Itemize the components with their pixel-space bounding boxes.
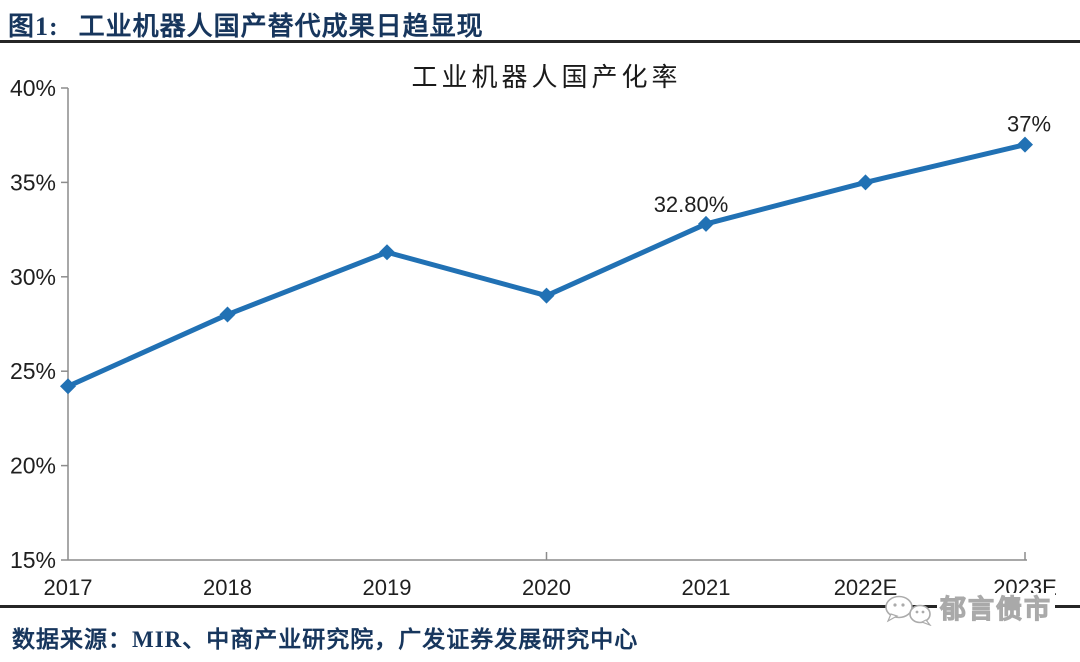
y-axis-tick-label: 30% — [10, 264, 56, 290]
y-axis-tick-label: 40% — [10, 75, 56, 101]
data-point-marker — [857, 174, 874, 191]
data-point-marker — [219, 306, 236, 323]
x-axis-tick-label: 2019 — [363, 575, 412, 600]
watermark-text: 郁言债市 — [937, 593, 1056, 627]
figure-header: 图1: 工业机器人国产替代成果日趋显现 — [8, 6, 1072, 43]
data-point-marker — [60, 378, 76, 395]
figure-title: 工业机器人国产替代成果日趋显现 — [78, 12, 484, 41]
data-point-marker — [538, 287, 555, 304]
data-point-marker — [379, 244, 395, 261]
y-axis-tick-label: 15% — [10, 547, 56, 573]
domestic-rate-line-chart: 40% 35% 30% 25% 20% 15%2017 2018 2019 2020 2021 20… — [10, 75, 1057, 600]
y-axis-tick-label: 25% — [10, 358, 56, 384]
wechat-bubbles-icon — [885, 595, 932, 626]
header-divider — [0, 40, 1080, 43]
y-axis-tick-label: 35% — [10, 169, 56, 195]
y-axis-tick-label: 20% — [10, 453, 56, 479]
trend-line — [66, 142, 1026, 389]
data-point-label: 32.80% — [654, 192, 729, 217]
watermark: 郁言债市 — [884, 591, 1056, 629]
data-point-label: 37% — [1007, 112, 1051, 137]
x-axis-tick-label: 2020 — [522, 575, 571, 600]
x-axis-tick-label: 2022E — [834, 575, 898, 600]
x-axis-tick-label: 2017 — [44, 575, 93, 600]
figure-label: 图1: — [8, 12, 59, 41]
x-axis-tick-label: 2018 — [203, 575, 252, 600]
data-point-marker — [698, 215, 714, 232]
data-source: 数据来源：MIR、中商产业研究院，广发证券发展研究中心 — [12, 627, 639, 652]
data-point-marker — [1017, 136, 1033, 153]
footer-divider — [0, 605, 1080, 608]
x-axis-tick-label: 2021 — [682, 575, 731, 600]
chart-title: 工业机器人国产化率 — [411, 63, 682, 92]
